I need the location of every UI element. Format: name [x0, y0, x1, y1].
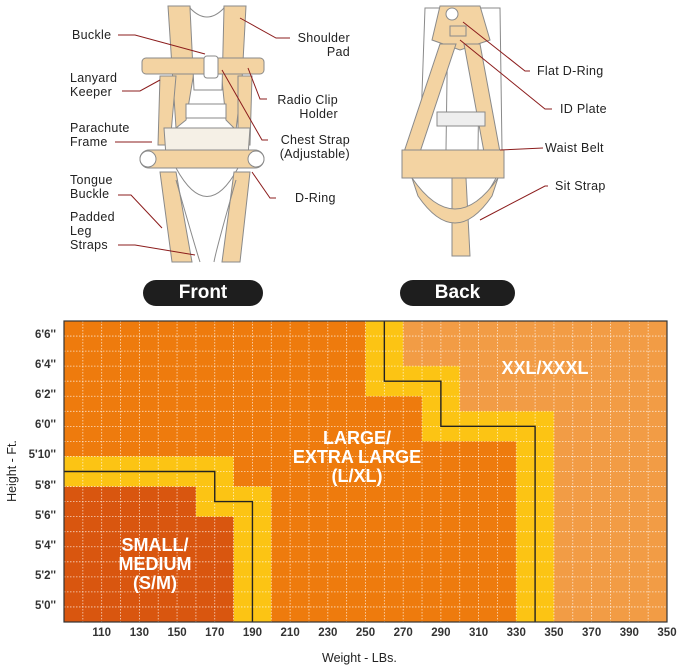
label-shoulder-pad: Shoulder Pad: [298, 31, 350, 59]
front-view-badge: Front: [143, 280, 263, 306]
label-parachute-frame: Parachute Frame: [70, 121, 130, 149]
label-line: MEDIUM: [118, 554, 192, 574]
x-tick-label: 110: [92, 627, 111, 639]
back-harness-illustration: [401, 5, 505, 257]
region-label-small-medium: SMALL/MEDIUM (S/M): [95, 536, 215, 593]
x-tick-label: 370: [582, 627, 602, 639]
label-line: Chest Strap: [280, 133, 350, 147]
size-boundary-line: [383, 321, 536, 622]
y-tick-label: 6'0'': [35, 419, 56, 432]
x-tick-label: 330: [506, 627, 526, 639]
label-line: Shoulder: [297, 31, 350, 45]
label-line: Radio Clip: [277, 93, 338, 107]
region-s-m: [64, 516, 234, 622]
y-tick-label: 5'8'': [35, 479, 56, 492]
label-line: Pad: [326, 45, 350, 59]
label-flat-d-ring: Flat D-Ring: [537, 64, 604, 78]
label-sit-strap: Sit Strap: [555, 179, 606, 193]
label-line: SMALL/: [121, 535, 189, 555]
label-line: (L/XL): [331, 466, 383, 486]
label-padded-leg-straps: Padded Leg Straps: [70, 210, 115, 252]
back-view-badge: Back: [400, 280, 515, 306]
y-tick-label: 5'10'': [28, 449, 56, 462]
label-d-ring: D-Ring: [295, 191, 336, 205]
callout-lines: [115, 17, 552, 256]
label-line: Tongue: [70, 173, 113, 187]
label-line: (Adjustable): [279, 147, 350, 161]
y-tick-label: 5'6'': [35, 509, 56, 522]
label-radio-clip-holder: Radio Clip Holder: [277, 93, 338, 121]
x-tick-label: 210: [280, 627, 300, 639]
x-tick-label: 230: [318, 627, 338, 639]
size-boundary-line: [64, 470, 254, 622]
y-tick-label: 6'2'': [35, 389, 56, 402]
size-regions: [64, 321, 667, 622]
harness-illustrations: [115, 5, 552, 263]
label-line: Frame: [70, 135, 108, 149]
front-harness-illustration: [139, 5, 265, 263]
y-tick-label: 5'0'': [35, 599, 56, 612]
x-tick-label: 310: [468, 627, 489, 639]
label-lanyard-keeper: Lanyard Keeper: [70, 71, 117, 99]
y-tick-label: 5'4'': [35, 539, 56, 552]
x-tick-label: 190: [242, 627, 263, 639]
y-tick-label: 5'2'': [35, 569, 56, 582]
label-line: Lanyard: [70, 71, 118, 85]
y-tick-label: 6'6'': [35, 329, 56, 342]
x-tick-label: 150: [167, 627, 187, 639]
x-tick-label: 350: [544, 627, 564, 639]
label-line: Padded: [70, 210, 115, 224]
x-tick-label: 290: [431, 627, 451, 639]
x-tick-label: 350: [657, 627, 677, 639]
label-chest-strap: Chest Strap (Adjustable): [280, 133, 350, 161]
x-axis-title: Weight - LBs.: [322, 651, 397, 665]
label-line: Keeper: [70, 85, 113, 99]
label-line: (S/M): [133, 573, 177, 593]
x-tick-label: 390: [619, 627, 639, 639]
label-line: Leg: [70, 224, 92, 238]
x-tick-label: 250: [355, 627, 376, 639]
label-tongue-buckle: Tongue Buckle: [70, 173, 113, 201]
label-line: Straps: [70, 238, 108, 252]
label-line: Parachute: [70, 121, 130, 135]
x-tick-label: 130: [129, 627, 149, 639]
label-id-plate: ID Plate: [560, 102, 607, 116]
label-line: EXTRA LARGE: [292, 447, 422, 467]
label-waist-belt: Waist Belt: [545, 141, 604, 155]
x-tick-label: 270: [393, 627, 413, 639]
size-boundaries: [64, 321, 536, 622]
label-line: Holder: [299, 107, 338, 121]
plot-frame: [63, 320, 668, 623]
region-label-large-xl: LARGE/EXTRA LARGE (L/XL): [287, 429, 427, 486]
region-label-xxl-xxxl: XXL/XXXL: [501, 358, 589, 378]
x-tick-label: 170: [205, 627, 225, 639]
y-tick-label: 6'4'': [35, 359, 56, 372]
y-axis-title: Height - Ft.: [5, 440, 19, 502]
label-line: Buckle: [70, 187, 110, 201]
label-buckle: Buckle: [72, 28, 112, 42]
label-line: LARGE/: [322, 428, 391, 448]
